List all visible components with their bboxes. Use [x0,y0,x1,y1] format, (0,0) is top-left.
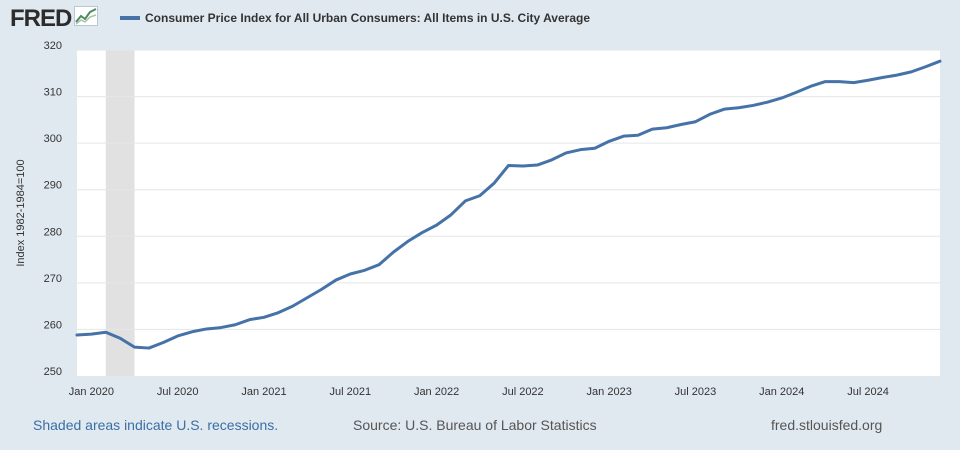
recession-layer [105,50,135,376]
recession-note[interactable]: Shaded areas indicate U.S. recessions. [33,417,279,433]
fred-logo[interactable]: FRED [10,4,99,32]
x-tick-label: Jul 2021 [329,386,371,398]
legend-label: Consumer Price Index for All Urban Consu… [145,11,590,25]
series-layer [75,59,942,350]
x-tick-label: Jan 2021 [241,386,286,398]
y-tick-label: 260 [44,319,62,331]
x-axis-ticks: Jan 2020 Jul 2020 Jan 2021 Jul 2021 Jan 2022… [69,386,889,398]
source-note: Source: U.S. Bureau of Labor Statistics [353,417,597,433]
chart: 250 260 270 280 290 300 310 320 Jan 2020 Jul 202… [15,40,942,398]
x-tick-label: Jan 2022 [414,386,459,398]
x-tick-label: Jan 2024 [759,386,804,398]
y-axis-ticks: 250 260 270 280 290 300 310 320 [44,40,62,378]
plot-area [77,50,940,376]
y-tick-label: 320 [44,40,62,52]
y-tick-label: 270 [44,273,62,285]
y-axis-label: Index 1982-1984=100 [15,159,27,266]
recession-band [105,50,135,376]
y-tick-label: 280 [44,226,62,238]
grid-layer [77,49,940,330]
x-tick-label: Jan 2023 [587,386,632,398]
legend: Consumer Price Index for All Urban Consu… [120,11,590,25]
header: FRED Consumer Price Index for All Urban … [0,0,960,36]
logo-text: FRED [10,4,72,32]
y-tick-label: 250 [44,366,62,378]
site-link[interactable]: fred.stlouisfed.org [771,417,883,433]
y-tick-label: 300 [44,133,62,145]
x-tick-label: Jul 2024 [847,386,889,398]
line-chart-icon [74,6,99,31]
x-tick-label: Jul 2022 [502,386,544,398]
series-line[interactable] [75,59,942,350]
y-tick-label: 310 [44,87,62,99]
legend-swatch [120,16,140,20]
y-tick-label: 290 [44,180,62,192]
x-tick-label: Jan 2020 [69,386,114,398]
x-tick-label: Jul 2020 [157,386,199,398]
x-tick-label: Jul 2023 [675,386,717,398]
